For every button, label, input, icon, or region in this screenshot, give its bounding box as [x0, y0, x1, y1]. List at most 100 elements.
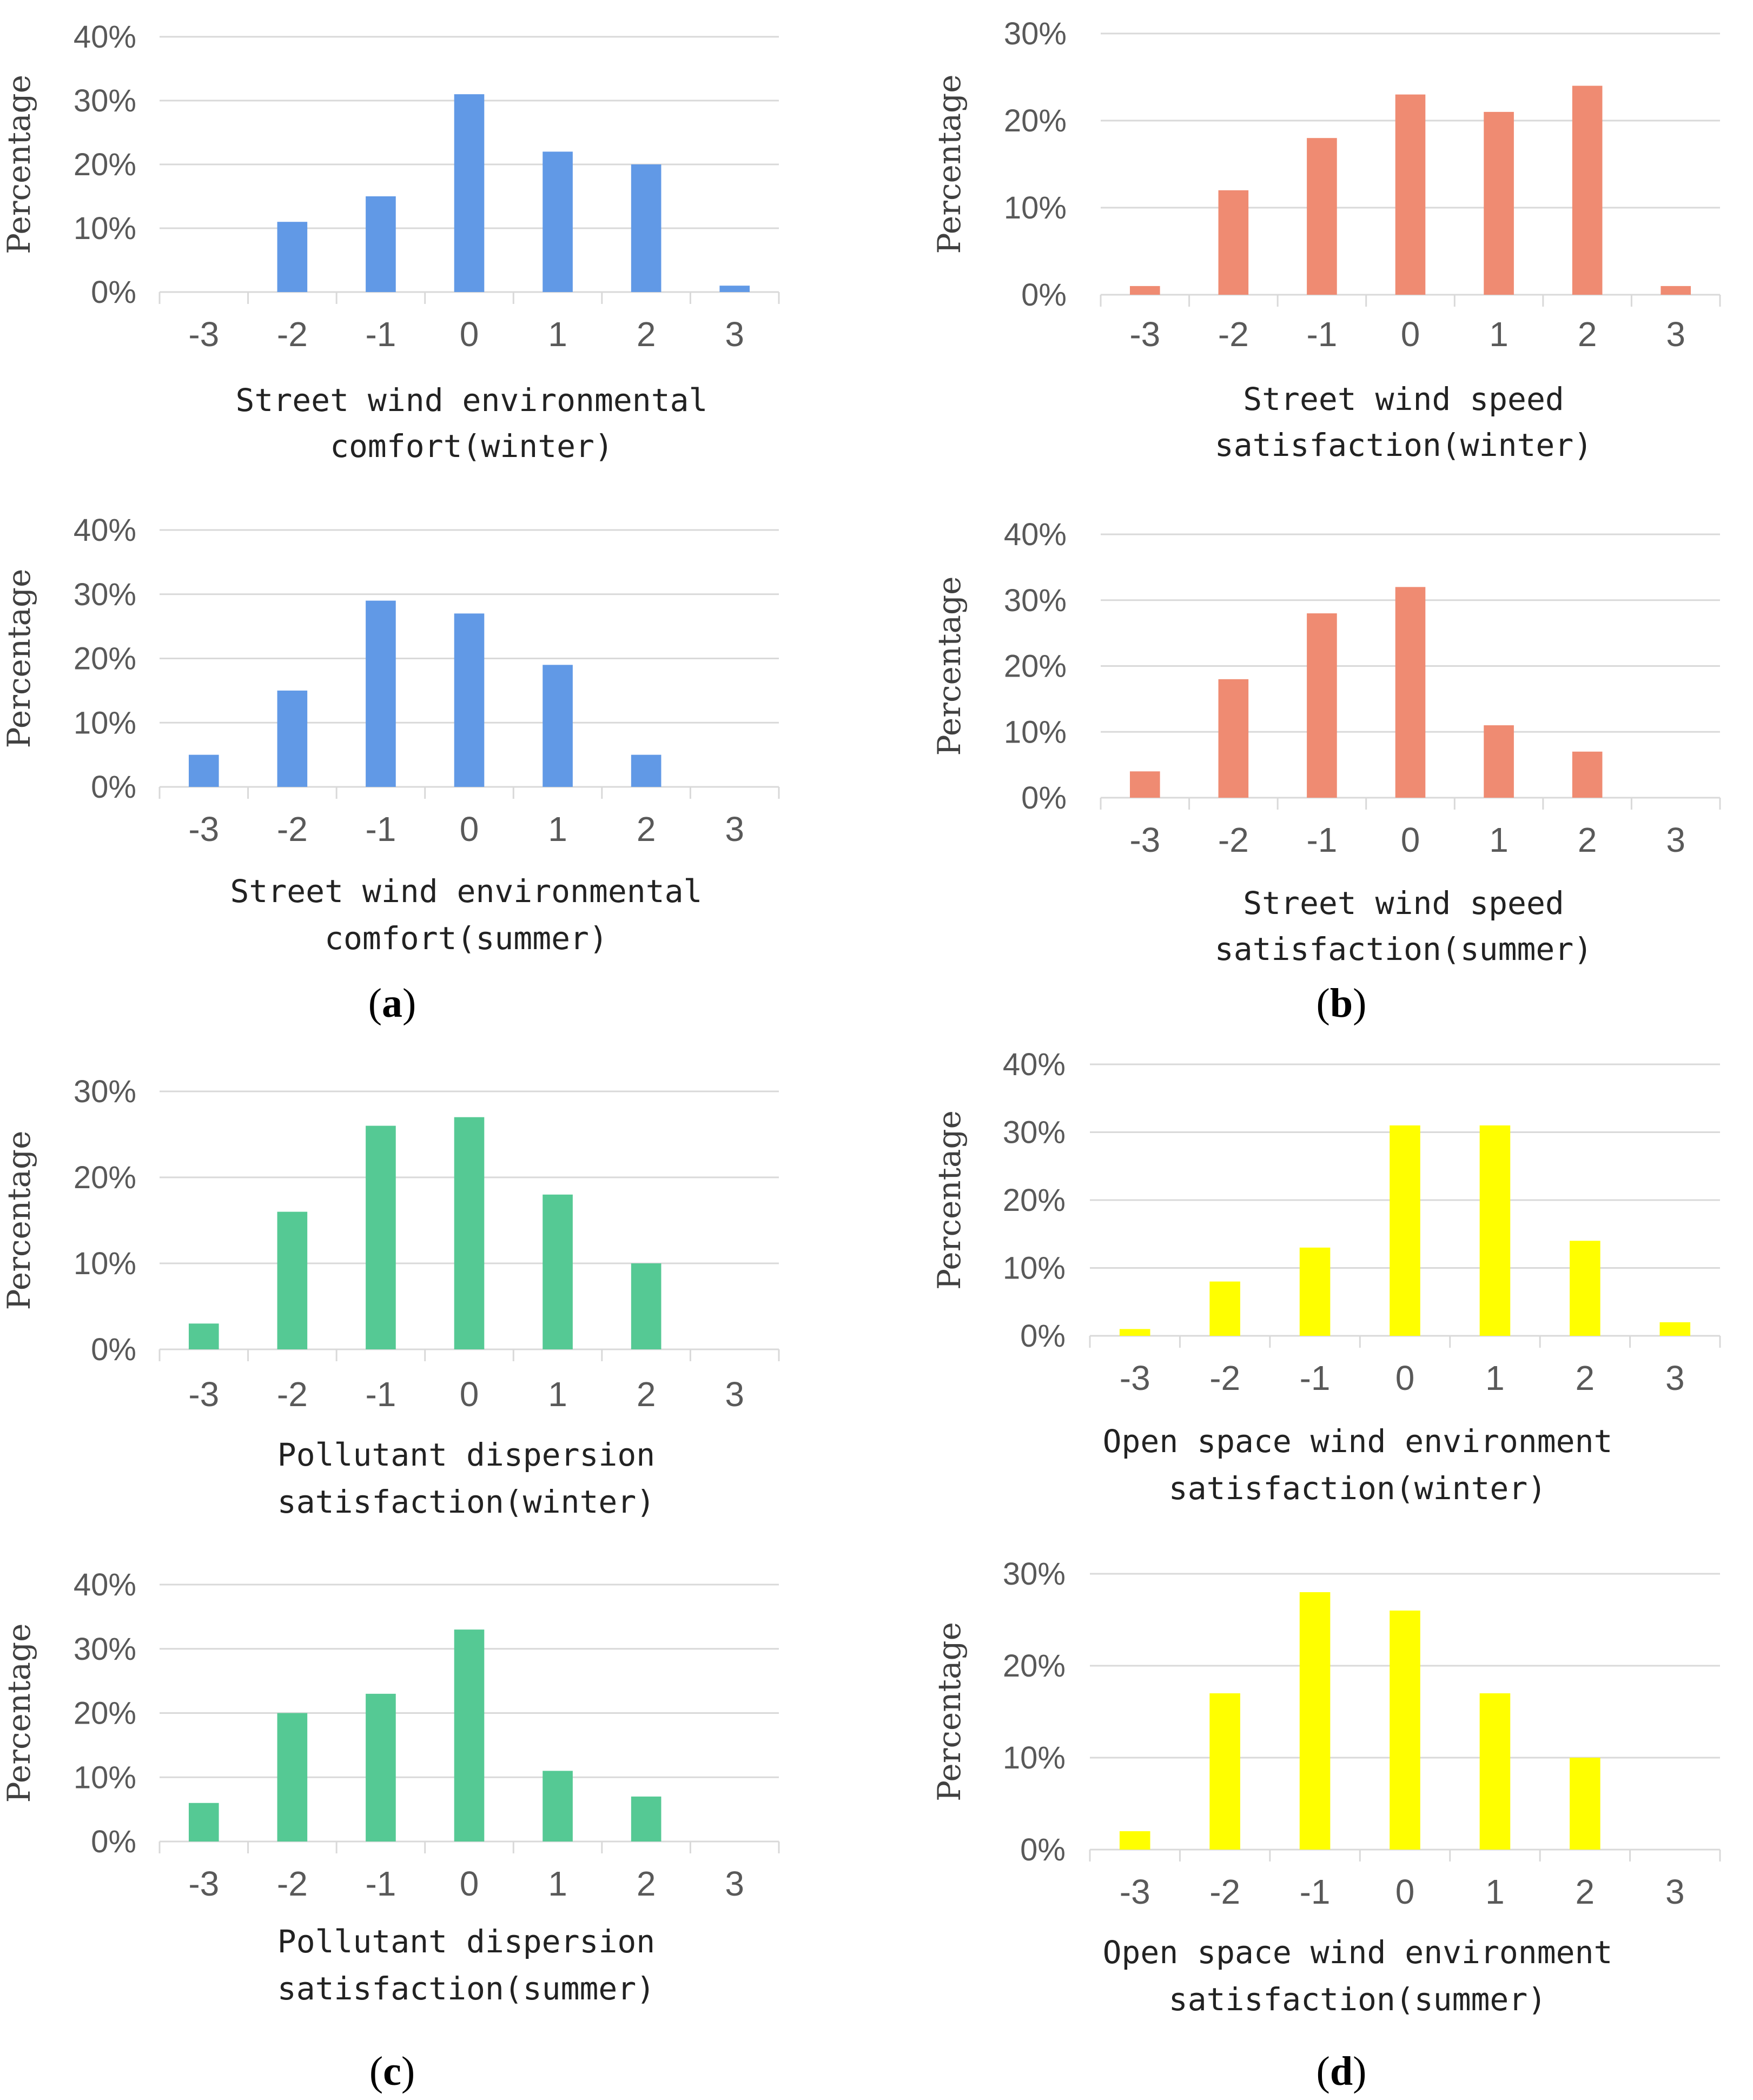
x-axis-label: satisfaction(summer): [1215, 931, 1592, 968]
y-tick-label: 0%: [91, 1824, 136, 1859]
x-axis-label: satisfaction(winter): [1215, 427, 1592, 463]
y-tick-label: 10%: [1003, 1740, 1066, 1776]
x-tick-label: 3: [725, 315, 744, 354]
bar-0: [1390, 1611, 1420, 1850]
bar--3: [1129, 771, 1160, 798]
bar--2: [277, 690, 308, 787]
bar-2: [631, 1263, 661, 1349]
x-axis-label: comfort(summer): [325, 920, 608, 957]
x-tick-label: -3: [188, 1864, 219, 1903]
x-tick-label: -2: [1218, 820, 1249, 859]
bar-1: [543, 1771, 573, 1841]
y-tick-label: 30%: [1004, 583, 1067, 618]
bar-1: [543, 1194, 573, 1349]
bar--3: [1129, 286, 1160, 295]
x-tick-label: -1: [365, 1375, 396, 1414]
x-tick-label: -2: [277, 1864, 308, 1903]
y-tick-label: 20%: [1003, 1183, 1066, 1218]
x-tick-label: -3: [188, 1375, 219, 1414]
y-tick-label: 30%: [1003, 1115, 1066, 1150]
bar-2: [1572, 751, 1603, 798]
x-axis-label: satisfaction(winter): [1169, 1470, 1546, 1507]
x-axis-label: satisfaction(summer): [277, 1970, 655, 2007]
x-tick-label: -1: [365, 1864, 396, 1903]
panel-label-b: (b): [1317, 981, 1367, 1026]
y-tick-label: 20%: [74, 1696, 136, 1731]
y-tick-label: 10%: [74, 1246, 136, 1281]
y-tick-label: 30%: [1003, 1556, 1066, 1592]
bar--1: [1299, 1592, 1331, 1850]
y-tick-label: 0%: [91, 1332, 136, 1367]
y-tick-label: 0%: [1021, 780, 1067, 816]
bar--1: [1299, 1247, 1331, 1336]
x-axis-label: Street wind speed: [1243, 381, 1564, 418]
y-tick-label: 30%: [74, 83, 136, 118]
bar-3: [1659, 1322, 1691, 1336]
x-tick-label: -3: [1129, 315, 1160, 354]
y-tick-label: 10%: [1004, 190, 1067, 226]
bar-1: [1484, 111, 1514, 295]
x-tick-label: 2: [1578, 315, 1597, 354]
bar--2: [277, 222, 308, 292]
x-tick-label: 2: [1576, 1359, 1595, 1397]
y-tick-label: 0%: [1021, 277, 1067, 313]
x-axis-label: Open space wind environment: [1103, 1423, 1613, 1460]
bar-1: [1479, 1693, 1511, 1850]
x-tick-label: 0: [460, 1864, 479, 1903]
x-tick-label: 3: [725, 1375, 744, 1414]
bar--1: [366, 1125, 396, 1349]
bar-2: [1570, 1241, 1600, 1336]
x-tick-label: -2: [277, 315, 308, 354]
chart-d2: 0% 10% 20% 30% -3 -2 -1 0 1 2 3 Percentage Open spac…: [931, 1556, 1721, 2018]
y-tick-label: 10%: [74, 705, 136, 740]
bar-0: [1390, 1125, 1420, 1336]
y-tick-label: 30%: [74, 577, 136, 612]
y-axis-label: Percentage: [1, 1131, 37, 1310]
bar--2: [1209, 1693, 1240, 1850]
y-tick-label: 10%: [74, 211, 136, 246]
x-tick-label: 0: [1401, 315, 1420, 354]
y-tick-label: 20%: [1004, 103, 1067, 138]
x-tick-label: -1: [1306, 315, 1337, 354]
x-tick-label: -2: [277, 810, 308, 849]
x-axis-label: Street wind speed: [1243, 885, 1564, 922]
bar-1: [1484, 725, 1514, 798]
bar--2: [1218, 679, 1249, 798]
y-tick-label: 0%: [91, 770, 136, 805]
bar-2: [1572, 85, 1603, 295]
x-tick-label: 0: [460, 315, 479, 354]
y-axis-label: Percentage: [931, 1622, 968, 1801]
bar--1: [366, 1693, 396, 1841]
x-tick-label: 2: [637, 315, 656, 354]
chart-a2: 0% 10% 20% 30% 40% -3 -2 -1 0 1 2 3 Percentage Street…: [1, 513, 780, 957]
x-tick-label: -2: [277, 1375, 308, 1414]
y-tick-label: 20%: [1004, 649, 1067, 684]
x-tick-label: -3: [1120, 1359, 1150, 1397]
bar-1: [543, 665, 573, 787]
panel-label-d: (d): [1317, 2049, 1367, 2094]
x-tick-label: -1: [1300, 1872, 1331, 1911]
x-tick-label: 2: [637, 1864, 656, 1903]
x-axis-label: Pollutant dispersion: [277, 1923, 655, 1960]
y-tick-label: 0%: [1020, 1319, 1066, 1354]
x-tick-label: 3: [1666, 315, 1685, 354]
x-axis-label: satisfaction(summer): [1169, 1981, 1546, 2018]
bar-3: [719, 286, 750, 292]
y-axis-label: Percentage: [931, 1110, 968, 1290]
x-tick-label: 1: [1485, 1359, 1505, 1397]
x-tick-label: -3: [1120, 1872, 1150, 1911]
x-tick-label: 3: [725, 1864, 744, 1903]
x-tick-label: 1: [1489, 820, 1509, 859]
x-tick-label: 3: [725, 810, 744, 849]
bar-2: [1570, 1758, 1600, 1850]
y-axis-label: Percentage: [1, 75, 37, 254]
x-tick-label: 2: [1578, 820, 1597, 859]
x-axis-label: Open space wind environment: [1103, 1934, 1613, 1971]
x-tick-label: -3: [188, 315, 219, 354]
x-axis-label: Pollutant dispersion: [277, 1436, 655, 1473]
bar-0: [1395, 587, 1426, 798]
y-axis-label: Percentage: [1, 569, 37, 748]
bar-2: [631, 754, 661, 787]
bar--3: [188, 1803, 219, 1841]
y-tick-label: 20%: [74, 1160, 136, 1195]
